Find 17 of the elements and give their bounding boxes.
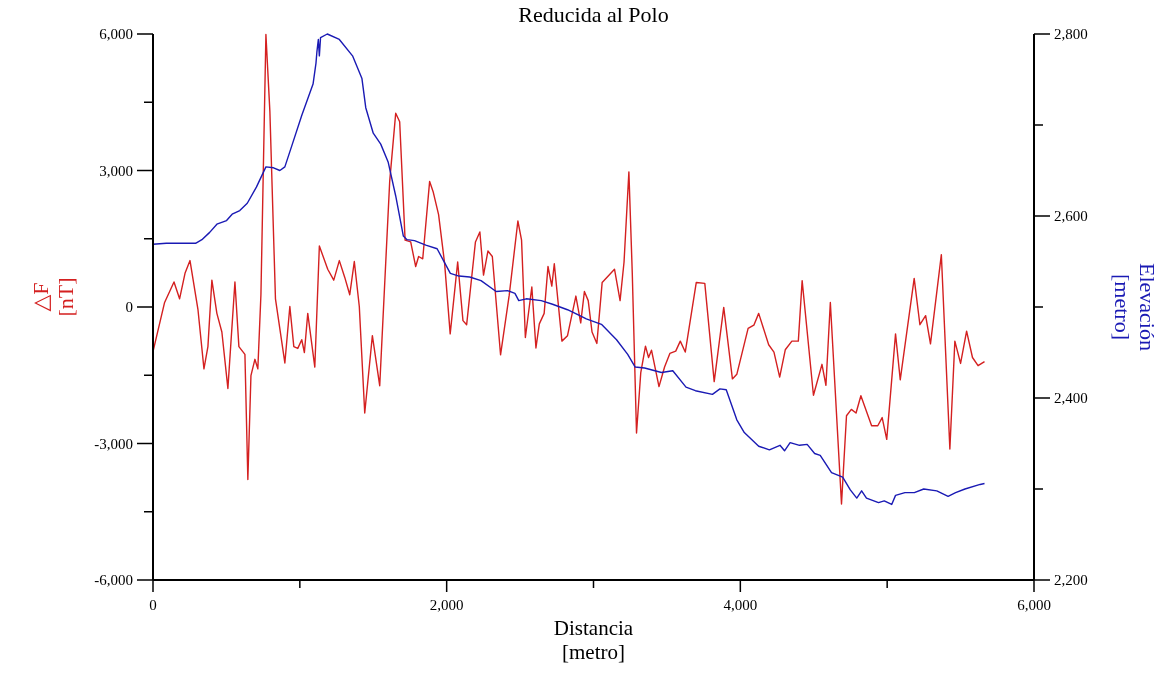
y2-tick-label: 2,200: [1054, 572, 1088, 588]
y-tick-label: 6,000: [99, 26, 133, 42]
y-tick-label: -6,000: [94, 572, 133, 588]
y2-axis-title: Elevación [metro]: [1109, 263, 1160, 351]
chart-title: Reducida al Polo: [518, 2, 669, 27]
y-tick-label: 0: [125, 299, 133, 315]
y2-tick-label: 2,400: [1054, 390, 1088, 406]
y2-tick-label: 2,800: [1054, 26, 1088, 42]
x-axis-title: Distancia [metro]: [553, 616, 634, 665]
x-tick-label: 2,000: [429, 597, 464, 613]
x-tick-label: 0: [149, 597, 157, 613]
x-tick-label: 4,000: [723, 597, 758, 613]
y2-tick-label: 2,600: [1054, 208, 1088, 224]
x-tick-label: 6,000: [1017, 597, 1051, 613]
y-tick-label: -3,000: [94, 435, 133, 452]
y-axis-title: △F [nT]: [28, 277, 79, 317]
y-tick-label: 3,000: [99, 162, 133, 179]
